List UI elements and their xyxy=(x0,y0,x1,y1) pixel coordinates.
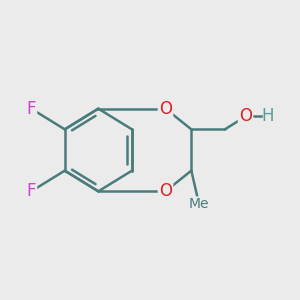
Text: F: F xyxy=(26,100,36,118)
Text: Me: Me xyxy=(189,197,209,211)
Text: H: H xyxy=(261,107,274,125)
Text: O: O xyxy=(159,182,172,200)
Text: O: O xyxy=(159,100,172,118)
Text: O: O xyxy=(239,107,252,125)
Text: F: F xyxy=(26,182,36,200)
